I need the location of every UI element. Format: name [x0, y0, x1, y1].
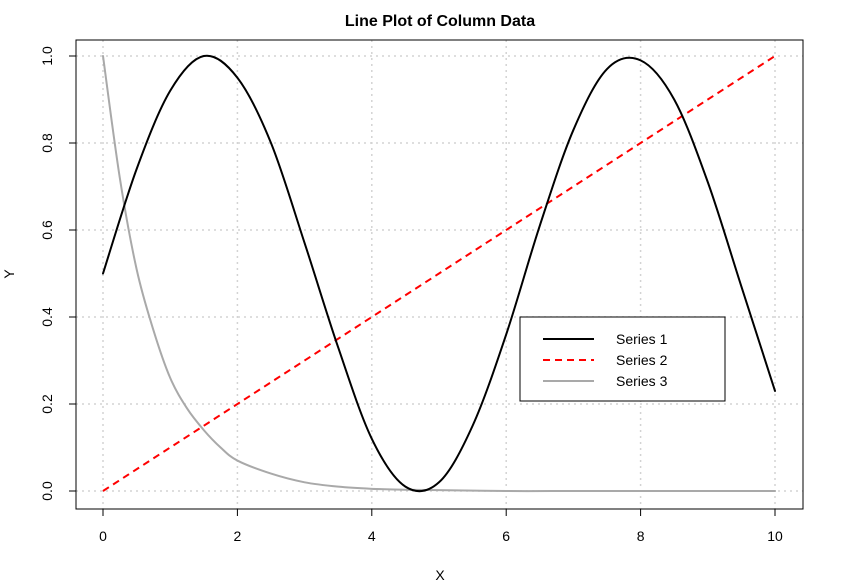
legend: Series 1 Series 2 Series 3 [519, 316, 726, 402]
x-axis-title: X [435, 567, 445, 583]
series-line-1 [102, 54, 776, 493]
y-axis: 0.0 0.2 0.4 0.6 0.8 1.0 [39, 46, 76, 501]
y-tick-label: 0.4 [39, 307, 55, 327]
series-line-2 [102, 55, 776, 492]
y-tick-label: 0.6 [39, 220, 55, 240]
chart-title: Line Plot of Column Data [345, 13, 535, 30]
x-tick-label: 0 [99, 528, 107, 544]
x-tick-label: 2 [234, 528, 242, 544]
x-tick-label: 6 [502, 528, 510, 544]
series-lines [102, 54, 776, 493]
y-tick-label: 0.8 [39, 133, 55, 153]
legend-label-1: Series 1 [616, 331, 668, 347]
series-line-3 [102, 55, 776, 493]
y-axis-title: Y [1, 269, 17, 279]
y-tick-label: 1.0 [39, 46, 55, 66]
x-tick-label: 10 [767, 528, 783, 544]
x-tick-label: 8 [637, 528, 645, 544]
plot-frame [75, 39, 804, 510]
y-tick-label: 0.2 [39, 394, 55, 414]
y-tick-label: 0.0 [39, 481, 55, 501]
legend-label-3: Series 3 [616, 373, 668, 389]
grid-lines [76, 40, 803, 509]
x-axis: 0 2 4 6 8 10 [99, 509, 783, 544]
legend-label-2: Series 2 [616, 352, 668, 368]
x-tick-label: 4 [368, 528, 376, 544]
legend-box [519, 316, 726, 402]
